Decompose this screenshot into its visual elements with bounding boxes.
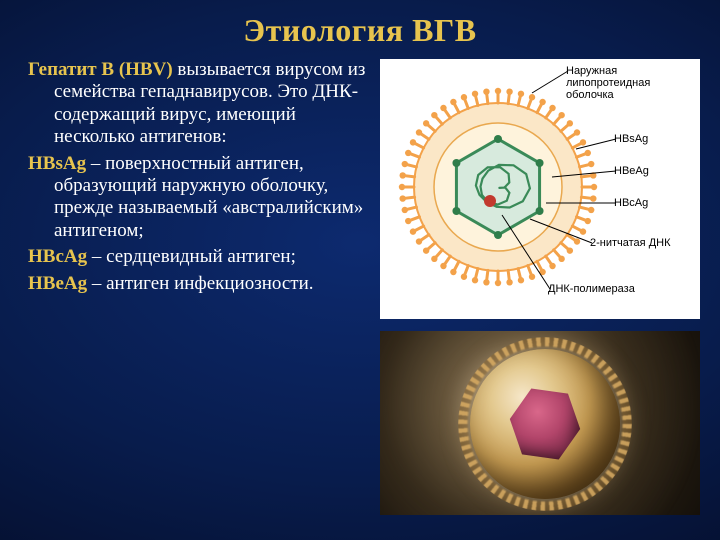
lead-hbsag: HBsAg bbox=[28, 153, 86, 174]
text-column: Гепатит В (HBV) вызывается вирусом из се… bbox=[28, 59, 366, 515]
hbv-3d-render bbox=[380, 331, 700, 515]
para-hbeag: HBeAg – антиген инфекциозности. bbox=[28, 273, 366, 295]
image-column: Наружная липопротеидная оболочка HBsAg HBe… bbox=[380, 59, 700, 515]
diagram-label: HBsAg bbox=[614, 133, 648, 145]
lead-hbv: Гепатит В (HBV) bbox=[28, 59, 173, 80]
content-row: Гепатит В (HBV) вызывается вирусом из се… bbox=[28, 59, 692, 515]
lead-hbeag: HBeAg bbox=[28, 273, 87, 294]
body-hbeag: – антиген инфекциозности. bbox=[87, 273, 313, 294]
para-hbcag: HBcAg – сердцевидный антиген; bbox=[28, 246, 366, 268]
para-hbsag: HBsAg – поверхностный антиген, образующи… bbox=[28, 153, 366, 243]
diagram-label: HBcAg bbox=[614, 197, 648, 209]
diagram-label: HBeAg bbox=[614, 165, 649, 177]
hbv-schematic-diagram: Наружная липопротеидная оболочка HBsAg HBe… bbox=[380, 59, 700, 319]
diagram-label: Наружная липопротеидная оболочка bbox=[566, 65, 684, 101]
body-hbcag: – сердцевидный антиген; bbox=[87, 246, 296, 267]
lead-hbcag: HBcAg bbox=[28, 246, 87, 267]
body-hbsag: – поверхностный антиген, образующий нару… bbox=[54, 153, 363, 241]
diagram-label: 2-нитчатая ДНК bbox=[590, 237, 671, 249]
slide: Этиология ВГВ Гепатит В (HBV) вызывается… bbox=[0, 0, 720, 540]
diagram-label: ДНК-полимераза bbox=[548, 283, 635, 295]
para-intro: Гепатит В (HBV) вызывается вирусом из се… bbox=[28, 59, 366, 149]
slide-title: Этиология ВГВ bbox=[28, 12, 692, 49]
